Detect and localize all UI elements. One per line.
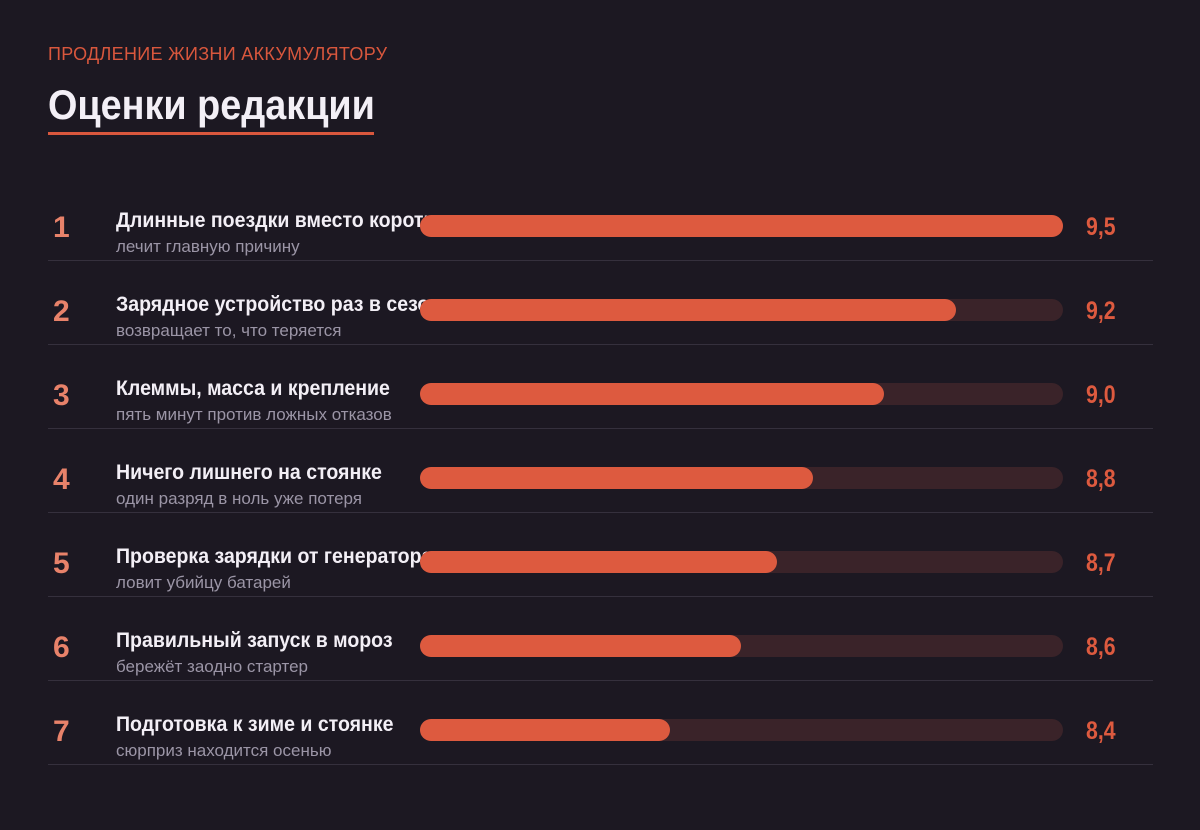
bar-track <box>420 215 1063 237</box>
bar-track <box>420 299 1063 321</box>
row-label-text: Проверка зарядки от генератора <box>116 545 433 568</box>
row-label-text: Зарядное устройство раз в сезон <box>116 293 433 316</box>
rating-row: 3 Клеммы, масса и крепление пять минут про… <box>48 345 1153 429</box>
row-subtitle: бережёт заодно стартер <box>116 657 309 676</box>
bar-fill <box>420 551 777 573</box>
bar-fill <box>420 467 813 489</box>
kicker: ПРОДЛЕНИЕ ЖИЗНИ АККУМУЛЯТОРУ <box>48 44 388 64</box>
rating-row: 1 Длинные поездки вместо коротких лечит гл… <box>48 177 1153 261</box>
score-value: 8,4 <box>1086 717 1116 745</box>
row-subtitle: пять минут против ложных отказов <box>116 405 392 424</box>
bar-track <box>420 719 1063 741</box>
score-value: 9,5 <box>1086 213 1116 241</box>
row-label: Зарядное устройство раз в сезон <box>116 292 433 318</box>
rating-row: 6 Правильный запуск в мороз бережёт заодно… <box>48 597 1153 681</box>
row-label-text: Подготовка к зиме и стоянке <box>116 713 394 736</box>
row-label: Клеммы, масса и крепление <box>116 376 433 402</box>
title-underline <box>48 132 374 135</box>
score-value: 8,6 <box>1086 633 1116 661</box>
bar-fill <box>420 719 670 741</box>
rating-row: 2 Зарядное устройство раз в сезон возвраща… <box>48 261 1153 345</box>
row-label: Подготовка к зиме и стоянке <box>116 712 433 738</box>
page-title: Оценки редакции <box>48 81 375 128</box>
bar-fill <box>420 383 884 405</box>
bar-fill <box>420 299 956 321</box>
row-subtitle: лечит главную причину <box>116 237 300 256</box>
row-label-text: Клеммы, масса и крепление <box>116 377 390 400</box>
rating-row: 7 Подготовка к зиме и стоянке сюрприз нахо… <box>48 681 1153 765</box>
row-label: Правильный запуск в мороз <box>116 628 433 654</box>
row-subtitle: сюрприз находится осенью <box>116 741 332 760</box>
row-label-text: Правильный запуск в мороз <box>116 629 393 652</box>
score-value: 8,8 <box>1086 465 1116 493</box>
rank-number: 1 <box>53 211 70 244</box>
row-label-text: Длинные поездки вместо коротких <box>116 209 433 232</box>
rank-number: 3 <box>53 379 70 412</box>
row-subtitle: ловит убийцу батарей <box>116 573 291 592</box>
bar-track <box>420 383 1063 405</box>
rating-row: 4 Ничего лишнего на стоянке один разряд в … <box>48 429 1153 513</box>
row-subtitle: возвращает то, что теряется <box>116 321 342 340</box>
score-value: 9,0 <box>1086 381 1116 409</box>
score-value: 9,2 <box>1086 297 1116 325</box>
bar-track <box>420 635 1063 657</box>
rating-row: 5 Проверка зарядки от генератора ловит уби… <box>48 513 1153 597</box>
rank-number: 7 <box>53 715 70 748</box>
row-subtitle: один разряд в ноль уже потеря <box>116 489 363 508</box>
rank-number: 5 <box>53 547 70 580</box>
row-label: Проверка зарядки от генератора <box>116 544 433 570</box>
row-label-text: Ничего лишнего на стоянке <box>116 461 382 484</box>
rank-number: 2 <box>53 295 70 328</box>
score-value: 8,7 <box>1086 549 1116 577</box>
bar-fill <box>420 635 741 657</box>
bar-track <box>420 551 1063 573</box>
row-label: Ничего лишнего на стоянке <box>116 460 433 486</box>
row-label: Длинные поездки вместо коротких <box>116 208 433 234</box>
rating-list: 1 Длинные поездки вместо коротких лечит гл… <box>48 177 1153 765</box>
bar-track <box>420 467 1063 489</box>
rank-number: 6 <box>53 631 70 664</box>
rank-number: 4 <box>53 463 70 496</box>
bar-fill <box>420 215 1063 237</box>
